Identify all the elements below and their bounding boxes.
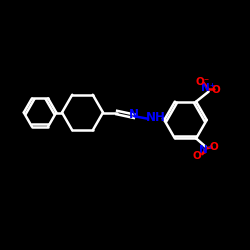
Text: N: N [129,108,139,122]
Text: NH: NH [146,111,166,124]
Text: N⁺: N⁺ [199,145,213,155]
Text: N⁺: N⁺ [202,83,216,93]
Text: O: O [209,142,218,152]
Text: O⁻: O⁻ [193,151,207,161]
Text: O: O [211,85,220,95]
Text: O⁻: O⁻ [195,76,210,86]
